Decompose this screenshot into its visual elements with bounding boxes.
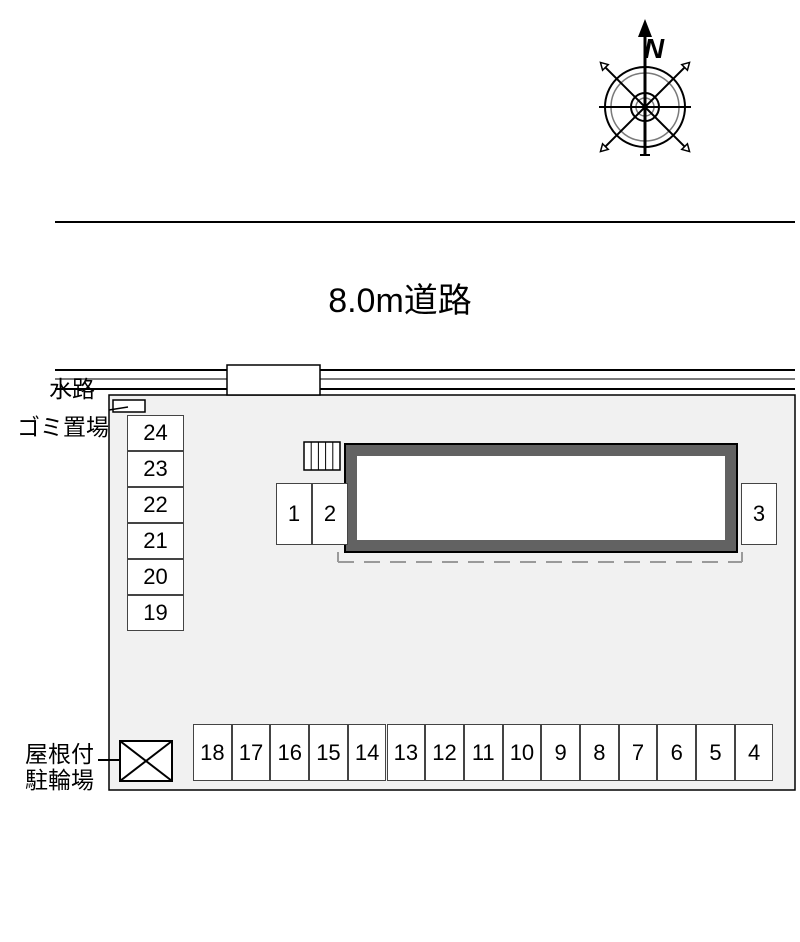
parking-slot-21: 21 [127, 523, 184, 559]
parking-slot-15: 15 [309, 724, 348, 781]
parking-slot-18: 18 [193, 724, 232, 781]
parking-slot-17: 17 [232, 724, 271, 781]
label-trash: ゴミ置場 [17, 408, 109, 442]
parking-slot-20: 20 [127, 559, 184, 595]
parking-slot-4: 4 [735, 724, 774, 781]
parking-slot-19: 19 [127, 595, 184, 631]
parking-slot-12: 12 [425, 724, 464, 781]
label-water: 水路 [49, 370, 95, 404]
parking-slot-23: 23 [127, 451, 184, 487]
parking-slot-8: 8 [580, 724, 619, 781]
parking-slot-22: 22 [127, 487, 184, 523]
label-compass_n: N [644, 33, 664, 65]
parking-slot-16: 16 [270, 724, 309, 781]
parking-slot-1: 1 [276, 483, 312, 545]
parking-slot-3: 3 [741, 483, 777, 545]
parking-slot-7: 7 [619, 724, 658, 781]
parking-slot-11: 11 [464, 724, 503, 781]
parking-slot-5: 5 [696, 724, 735, 781]
parking-slot-9: 9 [541, 724, 580, 781]
parking-slot-2: 2 [312, 483, 348, 545]
parking-slot-10: 10 [503, 724, 542, 781]
label-road: 8.0m道路 [328, 273, 472, 322]
parking-slot-24: 24 [127, 415, 184, 451]
parking-slot-13: 13 [387, 724, 426, 781]
parking-slot-14: 14 [348, 724, 387, 781]
site-plan: 2423222120191231817161514131211109876548… [0, 0, 800, 942]
parking-slot-6: 6 [657, 724, 696, 781]
label-bike2: 駐輪場 [25, 761, 94, 795]
